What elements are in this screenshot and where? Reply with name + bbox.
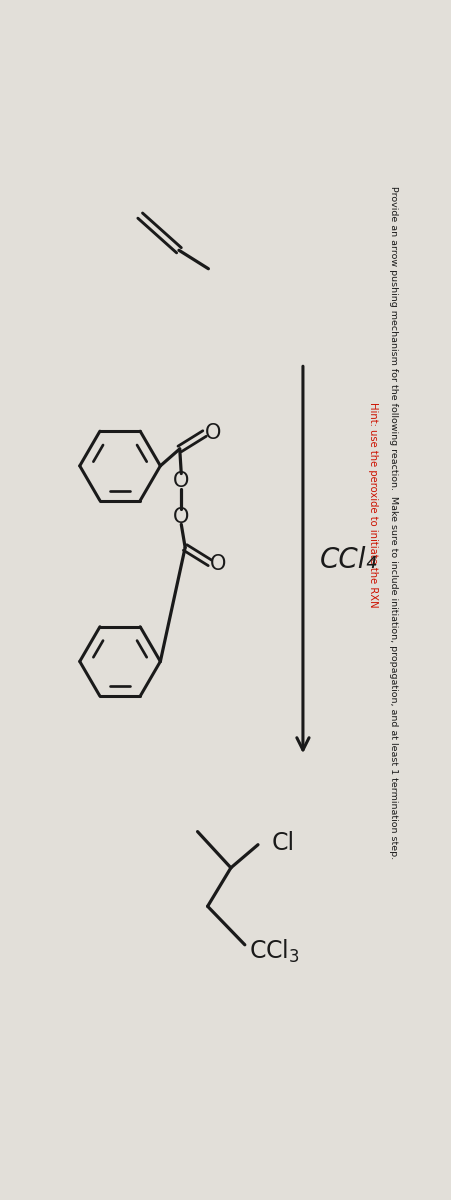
Text: Cl: Cl — [272, 832, 295, 856]
Text: O: O — [173, 472, 189, 491]
Text: Hint: use the peroxide to initiate the RXN: Hint: use the peroxide to initiate the R… — [367, 402, 377, 607]
Text: O: O — [173, 506, 189, 527]
Text: CCl₄: CCl₄ — [319, 546, 377, 574]
Text: O: O — [204, 422, 221, 443]
Text: O: O — [210, 553, 226, 574]
Text: Provide an arrow pushing mechanism for the following reaction.  Make sure to inc: Provide an arrow pushing mechanism for t… — [388, 186, 397, 859]
Text: CCl$_3$: CCl$_3$ — [248, 937, 299, 965]
